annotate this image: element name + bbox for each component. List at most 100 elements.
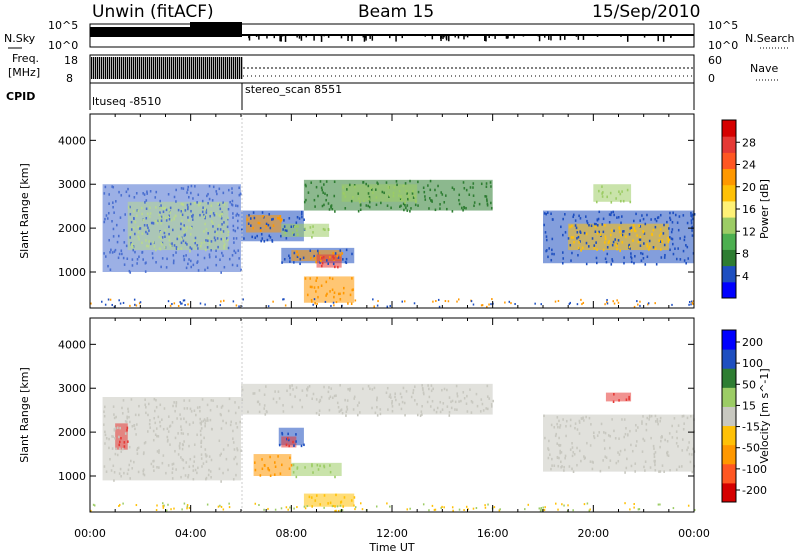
velocity-echo-pixel [346,408,349,411]
power-echo-pixel [671,228,674,231]
power-echo-pixel [223,244,225,248]
power-echo-pixel [206,266,209,270]
power-echo-pixel [150,221,153,225]
velocity-ground-scatter-pixel [217,505,220,508]
power-echo-pixel [128,194,131,198]
velocity-echo-pixel [202,462,205,465]
velocity-ground-scatter-pixel [339,504,342,507]
power-echo-pixel [358,197,360,200]
velocity-ground-scatter-pixel [583,503,586,506]
power-echo-pixel [606,252,609,256]
velocity-echo-pixel [550,423,553,427]
velocity-echo-pixel [204,422,207,425]
velocity-echo-pixel [232,437,234,440]
velocity-echo-pixel [435,410,438,414]
velocity-echo-pixel [154,433,157,436]
power-echo-pixel [363,199,365,203]
freq-bar [145,57,147,79]
power-echo-pixel [596,223,599,227]
power-echo-pixel [161,257,164,260]
velocity-echo-pixel [580,459,582,463]
power-echo-pixel [690,214,692,217]
velocity-echo-pixel [192,464,195,468]
power-echo-pixel [598,189,600,193]
velocity-echo-pixel [310,496,313,499]
velocity-echo-pixel [691,470,694,474]
velocity-echo-pixel [241,388,244,392]
velocity-echo-pixel [182,432,185,435]
velocity-echo-pixel [220,480,222,483]
velocity-echo-pixel [315,494,318,497]
velocity-echo-pixel [588,416,591,420]
velocity-echo-pixel [663,470,665,473]
velocity-echo-region [253,454,292,477]
velocity-ground-scatter-pixel [463,509,465,512]
power-echo-pixel [159,247,162,251]
velocity-echo-pixel [349,387,352,391]
power-echo-pixel [445,194,447,197]
velocity-echo-pixel [561,465,563,468]
velocity-echo-pixel [221,404,224,408]
power-echo-pixel [641,252,644,256]
velocity-echo-pixel [465,402,468,405]
power-echo-pixel [164,246,166,249]
power-echo-pixel [227,246,230,250]
power-echo-pixel [109,251,111,254]
power-ground-scatter-pixel [104,303,107,306]
velocity-echo-pixel [183,440,185,443]
power-echo-pixel [639,238,642,241]
velocity-echo-pixel [470,400,473,403]
power-echo-pixel [175,246,178,249]
velocity-echo-pixel [580,417,583,420]
velocity-echo-pixel [112,464,115,468]
velocity-echo-pixel [482,409,485,412]
velocity-ground-scatter-pixel [293,507,295,510]
power-echo-pixel [339,249,342,252]
power-echo-pixel [186,188,189,191]
power-echo-pixel [128,206,130,209]
power-echo-pixel [417,180,419,184]
power-echo-pixel [223,203,226,206]
velocity-echo-pixel [295,386,298,389]
power-ground-scatter-pixel [581,303,583,306]
velocity-echo-pixel [583,419,585,422]
noise-spike [318,35,320,37]
colorbar-swatch [722,425,736,446]
velocity-echo-pixel [589,460,592,463]
velocity-echo-pixel [439,400,442,404]
power-echo-pixel [324,192,326,195]
velocity-echo-pixel [603,447,606,450]
velocity-echo-pixel [578,432,581,435]
power-echo-pixel [169,211,171,214]
power-echo-pixel [545,212,548,216]
power-echo-pixel [158,213,161,217]
freq-bar [149,57,151,79]
velocity-echo-pixel [583,455,585,458]
velocity-echo-pixel [272,397,275,401]
power-echo-pixel [320,284,323,287]
velocity-echo-pixel [617,459,620,463]
power-ground-scatter-pixel [401,300,403,303]
velocity-echo-pixel [205,455,208,458]
power-ground-scatter-pixel [437,298,440,301]
power-echo-pixel [284,229,287,232]
power-echo-pixel [223,246,225,250]
power-echo-pixel [473,204,475,208]
velocity-echo-pixel [618,399,620,402]
power-echo-pixel [283,258,286,261]
freq-bar [151,57,153,79]
power-echo-pixel [671,242,674,246]
noise-spike [273,35,276,39]
velocity-ground-scatter-pixel [543,508,546,511]
velocity-echo-pixel [618,453,621,456]
power-echo-pixel [147,244,150,248]
velocity-echo-pixel [572,470,575,474]
power-echo-pixel [344,207,347,210]
power-echo-pixel [362,181,364,184]
noise-spike [559,35,562,41]
power-echo-pixel [189,259,192,263]
power-echo-pixel [678,215,681,218]
power-echo-pixel [659,228,662,231]
velocity-echo-pixel [197,466,199,470]
